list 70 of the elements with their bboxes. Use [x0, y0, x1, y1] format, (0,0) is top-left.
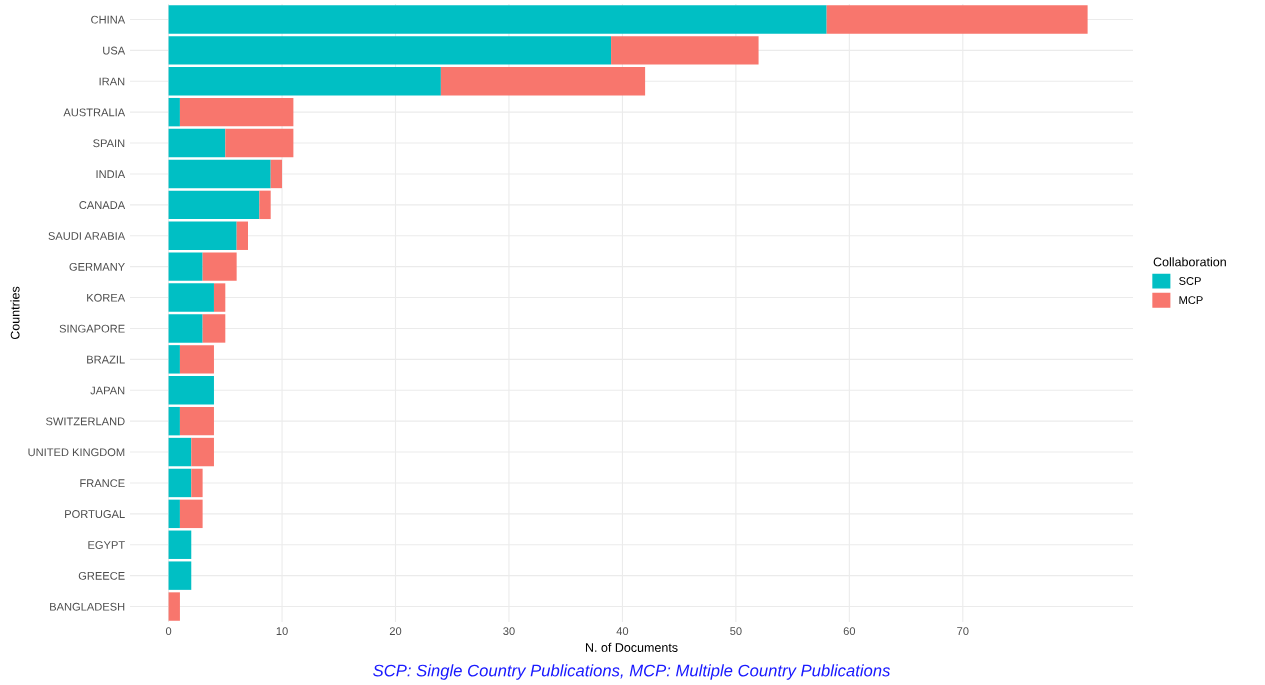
bar [191, 437, 214, 467]
bar [168, 561, 192, 590]
y-tick-label: SINGAPORE [59, 324, 125, 333]
bar [168, 36, 612, 65]
text: SCP: Single Country Publications, MCP: Multiple Country Publications [373, 664, 891, 680]
bar [168, 345, 180, 374]
y-tick-label: SWITZERLAND [46, 417, 125, 426]
y-tick-label: FRANCE [80, 479, 125, 488]
bar [202, 252, 237, 281]
bar [168, 376, 214, 405]
y-axis-title: Countries [10, 286, 20, 340]
bar [168, 468, 192, 498]
bar [179, 406, 214, 436]
bar [168, 437, 192, 467]
x-tick-label: 20 [389, 627, 402, 636]
y-tick-label: IRAN [99, 77, 125, 86]
bar [168, 221, 237, 250]
y-tick-label: BRAZIL [87, 355, 125, 364]
legend-title: Collaboration [1153, 257, 1226, 267]
y-tick-label: GERMANY [69, 262, 125, 271]
x-tick-label: 0 [165, 627, 172, 636]
bar [213, 283, 226, 312]
y-tick-label: USA [103, 46, 126, 55]
y-tick-label: KOREA [87, 293, 126, 302]
legend-label: SCP [1179, 277, 1201, 285]
bar [168, 406, 180, 436]
bar [236, 221, 248, 250]
x-tick-label: 60 [843, 627, 856, 636]
bar [179, 499, 203, 529]
bar [270, 159, 283, 189]
y-tick-label: INDIA [96, 170, 126, 178]
bar [611, 36, 759, 65]
bar [168, 5, 827, 34]
x-tick-label: 30 [503, 627, 515, 636]
bar [168, 97, 180, 127]
x-axis-title: N. of Documents [585, 642, 678, 652]
x-tick-label: 70 [957, 627, 969, 636]
bar [202, 314, 226, 343]
y-tick-label: UNITED KINGDOM [28, 448, 125, 457]
x-tick-label: 10 [276, 627, 288, 636]
bar [168, 159, 271, 189]
bar [179, 97, 294, 127]
x-tick-label: 50 [730, 627, 742, 636]
bar [191, 468, 203, 498]
bar [168, 252, 203, 281]
bar [440, 67, 646, 96]
y-tick-label: CANADA [79, 201, 126, 209]
y-tick-label: GREECE [78, 571, 125, 580]
y-tick-label: SAUDI ARABIA [48, 232, 126, 240]
y-tick-label: EGYPT [88, 541, 125, 549]
bar [168, 499, 180, 529]
bar [168, 530, 192, 559]
bar [826, 5, 1088, 34]
bar [168, 283, 214, 312]
bar [168, 592, 180, 621]
bar [179, 345, 214, 374]
y-tick-label: SPAIN [93, 139, 125, 148]
bar [259, 190, 271, 220]
bar [168, 128, 226, 158]
x-tick-label: 40 [616, 627, 629, 636]
y-tick-label: JAPAN [90, 386, 125, 395]
bar [168, 67, 441, 96]
y-tick-label: BANGLADESH [50, 602, 125, 611]
bar [168, 190, 260, 220]
y-tick-label: PORTUGAL [65, 510, 125, 518]
y-tick-label: AUSTRALIA [63, 108, 126, 117]
y-tick-label: CHINA [91, 15, 126, 24]
bar [168, 314, 203, 343]
bar [225, 128, 294, 158]
legend-label: MCP [1179, 296, 1203, 305]
